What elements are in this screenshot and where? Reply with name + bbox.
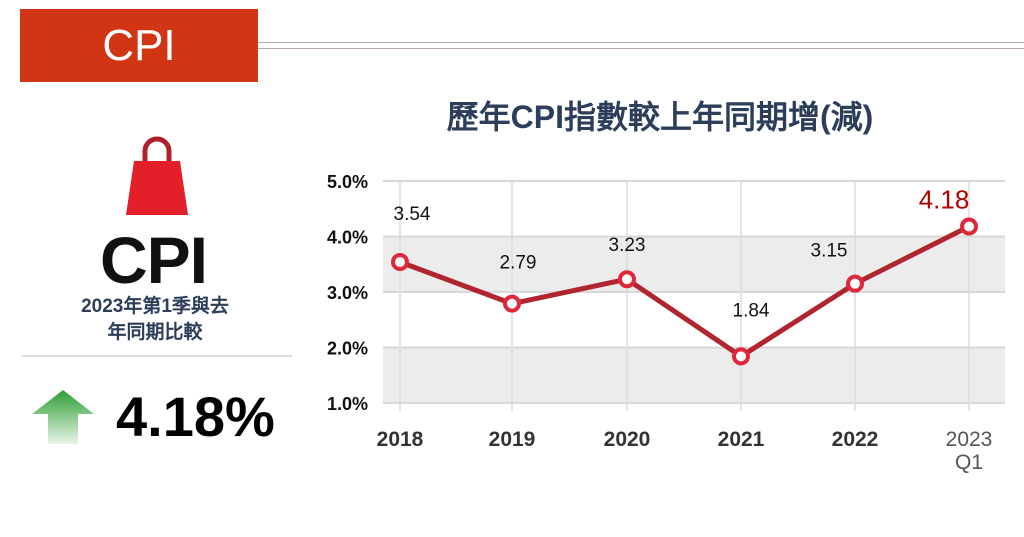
header-rule <box>258 42 1024 49</box>
y-tick-label: 1.0% <box>327 394 368 414</box>
x-tick-label: 2018 <box>377 428 424 451</box>
data-point <box>846 274 864 293</box>
y-tick-label: 5.0% <box>327 172 368 192</box>
x-tick-label: 2021 <box>718 428 765 451</box>
y-tick-label: 2.0% <box>327 339 368 359</box>
y-tick-label: 4.0% <box>327 228 368 248</box>
x-tick-label: 2023 <box>946 428 993 451</box>
data-point <box>503 294 521 313</box>
x-tick-label: 2019 <box>489 428 536 451</box>
data-label: 2.79 <box>500 253 537 274</box>
series-line <box>399 224 971 359</box>
data-point <box>732 347 750 366</box>
data-point <box>391 253 409 272</box>
data-point <box>960 217 978 236</box>
data-label: 4.18 <box>919 185 970 215</box>
grid-band <box>383 347 1005 403</box>
data-label: 3.15 <box>811 241 848 262</box>
subtitle-line-2: 年同期比較 <box>107 322 203 343</box>
divider <box>22 355 292 357</box>
data-label: 3.54 <box>394 204 431 225</box>
header-banner: CPI <box>20 9 258 82</box>
data-label: 3.23 <box>609 235 646 256</box>
chart-title: 歷年CPI指數較上年同期增(減) <box>446 99 874 135</box>
cpi-label: CPI <box>100 223 208 297</box>
y-tick-label: 3.0% <box>327 283 368 303</box>
x-tick-label: 2022 <box>832 428 879 451</box>
x-tick-label: 2020 <box>604 428 651 451</box>
data-point <box>618 270 636 289</box>
subtitle-line-1: 2023年第1季與去 <box>81 296 229 317</box>
grid-band <box>383 236 1005 292</box>
comparison-subtitle: 2023年第1季與去 年同期比較 <box>40 294 270 346</box>
shopping-bag-icon <box>126 136 188 215</box>
data-label: 1.84 <box>733 300 770 321</box>
cpi-value: 4.18% <box>116 385 275 448</box>
arrow-up-icon <box>32 390 94 444</box>
x-tick-label: Q1 <box>955 451 983 474</box>
